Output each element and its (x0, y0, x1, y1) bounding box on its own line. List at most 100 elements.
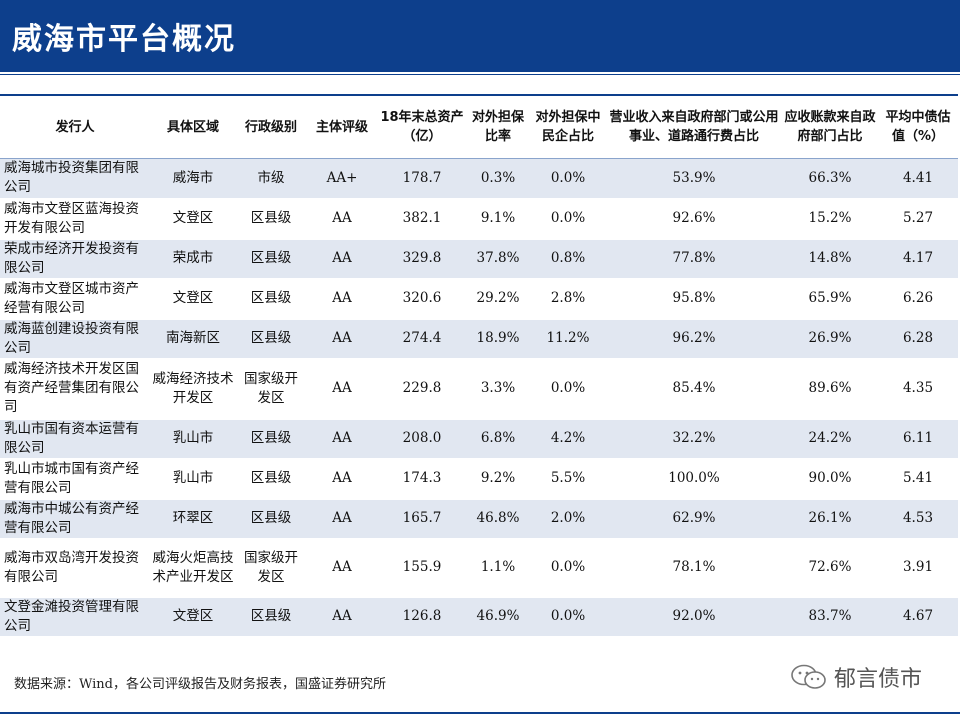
cell-guarantee-ratio: 9.2% (466, 458, 530, 500)
cell-region: 南海新区 (150, 318, 236, 360)
cell-assets: 274.4 (378, 318, 466, 360)
cell-revenue-gov: 92.0% (606, 596, 782, 638)
cell-level: 国家级开发区 (236, 538, 306, 598)
cell-guarantee-ratio: 37.8% (466, 238, 530, 280)
cell-rating: AA (306, 538, 378, 598)
cell-revenue-gov: 78.1% (606, 538, 782, 598)
cell-valuation: 6.28 (878, 318, 958, 360)
cell-valuation: 5.27 (878, 198, 958, 240)
cell-assets: 229.8 (378, 358, 466, 420)
cell-receivable-gov: 89.6% (782, 358, 878, 420)
cell-rating: AA (306, 418, 378, 460)
cell-private-guarantee: 4.2% (530, 418, 606, 460)
header-issuer: 发行人 (0, 94, 150, 159)
title-divider (0, 74, 960, 75)
cell-level: 区县级 (236, 596, 306, 638)
cell-assets: 155.9 (378, 538, 466, 598)
cell-assets: 126.8 (378, 596, 466, 638)
table-row: 威海经济技术开发区国有资产经营集团有限公司 威海经济技术开发区 国家级开发区 AA 22… (0, 358, 958, 420)
cell-private-guarantee: 0.0% (530, 358, 606, 420)
cell-issuer: 威海市文登区蓝海投资开发有限公司 (0, 198, 150, 240)
cell-private-guarantee: 0.0% (530, 158, 606, 200)
cell-private-guarantee: 5.5% (530, 458, 606, 500)
cell-level: 国家级开发区 (236, 358, 306, 420)
cell-assets: 320.6 (378, 278, 466, 320)
cell-region: 文登区 (150, 278, 236, 320)
header-region: 具体区域 (150, 94, 236, 159)
cell-valuation: 4.17 (878, 238, 958, 280)
cell-issuer: 威海市双岛湾开发投资有限公司 (0, 538, 150, 598)
cell-receivable-gov: 15.2% (782, 198, 878, 240)
cell-issuer: 威海经济技术开发区国有资产经营集团有限公司 (0, 358, 150, 420)
table-row: 文登金滩投资管理有限公司 文登区 区县级 AA 126.8 46.9% 0.0% 92.0% 8… (0, 596, 958, 638)
cell-region: 威海经济技术开发区 (150, 358, 236, 420)
table-row: 威海市文登区蓝海投资开发有限公司 文登区 区县级 AA 382.1 9.1% 0.0% 92.… (0, 198, 958, 240)
cell-issuer: 荣成市经济开发投资有限公司 (0, 238, 150, 280)
cell-region: 文登区 (150, 198, 236, 240)
cell-level: 市级 (236, 158, 306, 200)
cell-receivable-gov: 65.9% (782, 278, 878, 320)
cell-private-guarantee: 2.8% (530, 278, 606, 320)
cell-level: 区县级 (236, 458, 306, 500)
cell-receivable-gov: 66.3% (782, 158, 878, 200)
cell-valuation: 4.53 (878, 498, 958, 540)
source-note: 数据来源：Wind，各公司评级报告及财务报表，国盛证券研究所 (14, 677, 386, 692)
title-bar: 威海市平台概况 (0, 0, 960, 72)
cell-receivable-gov: 14.8% (782, 238, 878, 280)
cell-issuer: 威海市文登区城市资产经营有限公司 (0, 278, 150, 320)
cell-revenue-gov: 100.0% (606, 458, 782, 500)
cell-revenue-gov: 92.6% (606, 198, 782, 240)
cell-guarantee-ratio: 6.8% (466, 418, 530, 460)
cell-level: 区县级 (236, 238, 306, 280)
cell-level: 区县级 (236, 278, 306, 320)
cell-guarantee-ratio: 9.1% (466, 198, 530, 240)
cell-guarantee-ratio: 1.1% (466, 538, 530, 598)
cell-guarantee-ratio: 29.2% (466, 278, 530, 320)
cell-revenue-gov: 32.2% (606, 418, 782, 460)
header-receivable-gov: 应收账款来自政府部门占比 (782, 94, 878, 159)
cell-valuation: 3.91 (878, 538, 958, 598)
cell-receivable-gov: 90.0% (782, 458, 878, 500)
cell-valuation: 4.41 (878, 158, 958, 200)
cell-receivable-gov: 26.9% (782, 318, 878, 360)
cell-assets: 174.3 (378, 458, 466, 500)
header-guarantee-ratio: 对外担保比率 (466, 94, 530, 159)
bottom-divider (0, 712, 960, 714)
cell-rating: AA (306, 498, 378, 540)
cell-private-guarantee: 0.0% (530, 198, 606, 240)
table-row: 荣成市经济开发投资有限公司 荣成市 区县级 AA 329.8 37.8% 0.8% 77.8%… (0, 238, 958, 280)
cell-level: 区县级 (236, 318, 306, 360)
cell-level: 区县级 (236, 418, 306, 460)
cell-region: 乳山市 (150, 418, 236, 460)
cell-rating: AA (306, 318, 378, 360)
cell-private-guarantee: 2.0% (530, 498, 606, 540)
cell-receivable-gov: 72.6% (782, 538, 878, 598)
cell-valuation: 4.67 (878, 596, 958, 638)
cell-receivable-gov: 26.1% (782, 498, 878, 540)
cell-region: 乳山市 (150, 458, 236, 500)
cell-issuer: 文登金滩投资管理有限公司 (0, 596, 150, 638)
table-row: 威海市双岛湾开发投资有限公司 威海火炬高技术产业开发区 国家级开发区 AA 155.9 1… (0, 538, 958, 598)
cell-region: 荣成市 (150, 238, 236, 280)
cell-rating: AA (306, 278, 378, 320)
cell-revenue-gov: 95.8% (606, 278, 782, 320)
cell-assets: 178.7 (378, 158, 466, 200)
cell-region: 文登区 (150, 596, 236, 638)
cell-guarantee-ratio: 46.9% (466, 596, 530, 638)
header-level: 行政级别 (236, 94, 306, 159)
cell-valuation: 6.26 (878, 278, 958, 320)
cell-guarantee-ratio: 0.3% (466, 158, 530, 200)
cell-revenue-gov: 62.9% (606, 498, 782, 540)
cell-guarantee-ratio: 18.9% (466, 318, 530, 360)
page-title: 威海市平台概况 (12, 22, 236, 57)
table-row: 乳山市国有资本运营有限公司 乳山市 区县级 AA 208.0 6.8% 4.2% 32.2% 2… (0, 418, 958, 460)
cell-rating: AA+ (306, 158, 378, 200)
cell-guarantee-ratio: 46.8% (466, 498, 530, 540)
cell-revenue-gov: 85.4% (606, 358, 782, 420)
table-row: 威海蓝创建设投资有限公司 南海新区 区县级 AA 274.4 18.9% 11.2% 96.2… (0, 318, 958, 360)
cell-revenue-gov: 53.9% (606, 158, 782, 200)
cell-assets: 382.1 (378, 198, 466, 240)
header-revenue-gov: 营业收入来自政府部门或公用事业、道路通行费占比 (606, 94, 782, 159)
cell-issuer: 威海蓝创建设投资有限公司 (0, 318, 150, 360)
table-row: 威海市中城公有资产经营有限公司 环翠区 区县级 AA 165.7 46.8% 2.0% 62.… (0, 498, 958, 540)
